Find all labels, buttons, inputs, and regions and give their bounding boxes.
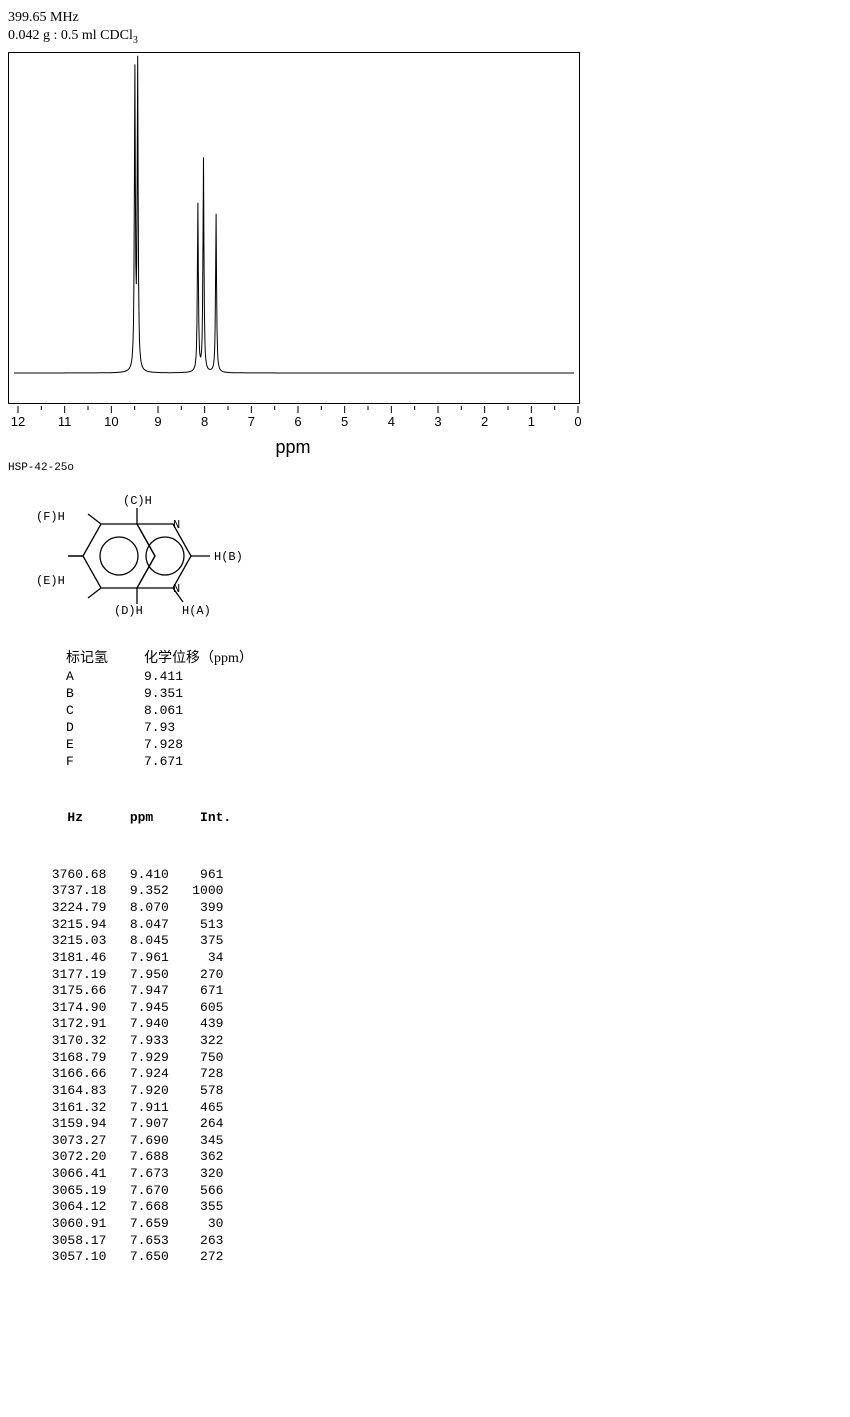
label-hd: (D)H <box>114 604 143 618</box>
peak-row: 3161.32 7.911 465 <box>44 1100 850 1117</box>
peak-row: 3073.27 7.690 345 <box>44 1133 850 1150</box>
svg-text:2: 2 <box>481 414 488 429</box>
peak-row: 3174.90 7.945 605 <box>44 1000 850 1017</box>
peak-row: 3072.20 7.688 362 <box>44 1149 850 1166</box>
label-hb: H(B) <box>214 550 243 564</box>
assignment-row: A9.411 <box>48 668 271 685</box>
peak-row: 3166.66 7.924 728 <box>44 1066 850 1083</box>
assignment-row: E7.928 <box>48 736 271 753</box>
assignment-shift: 7.928 <box>126 736 271 753</box>
peak-table: Hz ppm Int. 3760.68 9.410 961 3737.18 9.… <box>44 780 850 1281</box>
svg-text:3: 3 <box>434 414 441 429</box>
peak-row: 3060.91 7.659 30 <box>44 1216 850 1233</box>
assignment-shift: 8.061 <box>126 702 271 719</box>
molecular-structure: N N H(B) (C)H H(A) (D)H (E)H (F)H <box>28 476 288 636</box>
x-axis-label: ppm <box>8 437 578 458</box>
peak-row: 3064.12 7.668 355 <box>44 1199 850 1216</box>
label-ha: H(A) <box>182 604 211 618</box>
assignment-label: D <box>48 719 126 736</box>
sample-code: HSP-42-25o <box>8 462 850 474</box>
peak-row: 3058.17 7.653 263 <box>44 1233 850 1250</box>
assignment-label: E <box>48 736 126 753</box>
svg-text:0: 0 <box>574 414 581 429</box>
sample-subscript: 3 <box>133 35 138 46</box>
assignment-row: D7.93 <box>48 719 271 736</box>
assignment-shift: 9.411 <box>126 668 271 685</box>
peak-row: 3164.83 7.920 578 <box>44 1083 850 1100</box>
svg-text:11: 11 <box>58 414 72 429</box>
svg-text:10: 10 <box>104 414 118 429</box>
label-hc: (C)H <box>123 494 152 508</box>
svg-text:5: 5 <box>341 414 348 429</box>
svg-text:7: 7 <box>248 414 255 429</box>
svg-text:4: 4 <box>388 414 395 429</box>
assignment-label: C <box>48 702 126 719</box>
assignment-row: B9.351 <box>48 685 271 702</box>
assignment-shift: 9.351 <box>126 685 271 702</box>
assignment-shift: 7.671 <box>126 753 271 770</box>
peak-row: 3181.46 7.961 34 <box>44 950 850 967</box>
label-he: (E)H <box>36 574 65 588</box>
peak-row: 3170.32 7.933 322 <box>44 1033 850 1050</box>
x-axis: 1211109876543210 <box>8 406 588 435</box>
peak-row: 3177.19 7.950 270 <box>44 967 850 984</box>
peak-row: 3737.18 9.352 1000 <box>44 883 850 900</box>
assign-header-shift: 化学位移（ppm） <box>126 646 271 668</box>
peak-row: 3760.68 9.410 961 <box>44 867 850 884</box>
svg-text:9: 9 <box>154 414 161 429</box>
assignment-label: F <box>48 753 126 770</box>
assignment-table: 标记氢 化学位移（ppm） A9.411B9.351C8.061D7.93E7.… <box>48 646 850 770</box>
peak-table-header: Hz ppm Int. <box>44 810 850 825</box>
peak-row: 3159.94 7.907 264 <box>44 1116 850 1133</box>
peak-row: 3175.66 7.947 671 <box>44 983 850 1000</box>
assignment-row: F7.671 <box>48 753 271 770</box>
nmr-spectrum-chart <box>8 52 580 404</box>
peak-row: 3066.41 7.673 320 <box>44 1166 850 1183</box>
svg-text:6: 6 <box>294 414 301 429</box>
sample-text: 0.042 g : 0.5 ml CDCl <box>8 28 133 43</box>
assignment-row: C8.061 <box>48 702 271 719</box>
peak-row: 3224.79 8.070 399 <box>44 900 850 917</box>
svg-text:N: N <box>173 582 180 596</box>
label-hf: (F)H <box>36 510 65 524</box>
peak-row: 3172.91 7.940 439 <box>44 1016 850 1033</box>
peak-row: 3215.03 8.045 375 <box>44 933 850 950</box>
svg-text:8: 8 <box>201 414 208 429</box>
peak-row: 3168.79 7.929 750 <box>44 1050 850 1067</box>
assign-header-hydrogen: 标记氢 <box>48 646 126 668</box>
svg-text:N: N <box>173 518 180 532</box>
x-axis-svg: 1211109876543210 <box>8 406 588 430</box>
frequency-label: 399.65 MHz <box>8 10 850 26</box>
assignment-label: A <box>48 668 126 685</box>
sample-label: 0.042 g : 0.5 ml CDCl3 <box>8 28 850 46</box>
svg-text:12: 12 <box>11 414 25 429</box>
assignment-label: B <box>48 685 126 702</box>
assignment-shift: 7.93 <box>126 719 271 736</box>
peak-row: 3215.94 8.047 513 <box>44 917 850 934</box>
svg-text:1: 1 <box>528 414 535 429</box>
peak-row: 3057.10 7.650 272 <box>44 1249 850 1266</box>
spectrum-svg <box>9 53 579 403</box>
peak-row: 3065.19 7.670 566 <box>44 1183 850 1200</box>
